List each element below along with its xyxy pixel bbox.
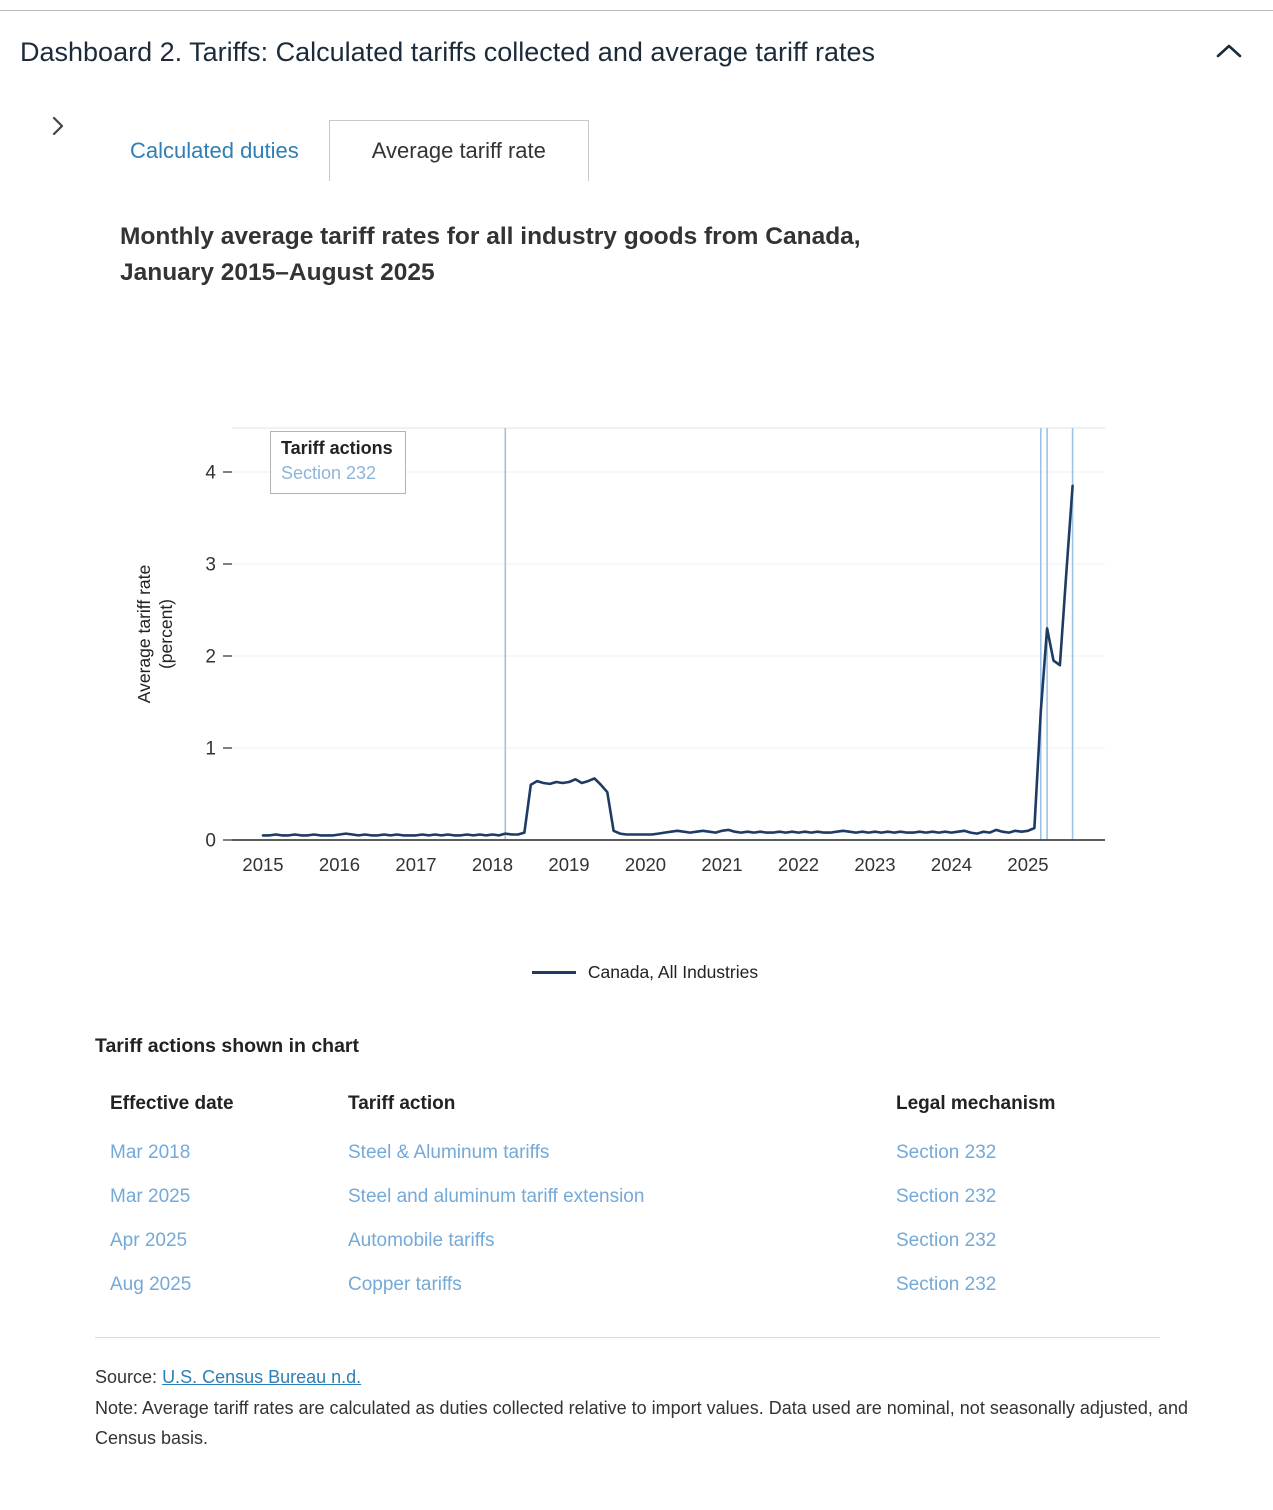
chart-title-line2: January 2015–August 2025 [120, 258, 435, 286]
page-title: Dashboard 2. Tariffs: Calculated tariffs… [20, 37, 875, 67]
annotation-title: Tariff actions [281, 438, 393, 459]
column-header-tariff-action: Tariff action [348, 1093, 456, 1115]
note-text: Note: Average tariff rates are calculate… [95, 1397, 1188, 1449]
table-row-action[interactable]: Steel and aluminum tariff extension [348, 1186, 645, 1208]
table-title: Tariff actions shown in chart [95, 1035, 360, 1058]
x-tick-label: 2021 [701, 854, 742, 875]
expand-section-button[interactable] [46, 110, 70, 145]
table-row-mechanism[interactable]: Section 232 [896, 1186, 997, 1208]
tariff-actions-annotation: Tariff actions Section 232 [270, 431, 406, 494]
tab-average-tariff-rate[interactable]: Average tariff rate [328, 120, 589, 182]
chart-legend: Canada, All Industries [150, 962, 1140, 983]
y-axis-label: (percent) [156, 599, 176, 669]
y-tick-label: 4 [205, 463, 216, 484]
series-line [261, 484, 1074, 837]
source-line: Source: U.S. Census Bureau n.d. [95, 1362, 1190, 1393]
y-tick-label: 3 [205, 555, 216, 576]
source-link[interactable]: U.S. Census Bureau n.d. [162, 1367, 362, 1388]
x-tick-label: 2015 [242, 854, 283, 875]
divider [95, 1337, 1160, 1339]
table-row-date[interactable]: Aug 2025 [110, 1274, 192, 1296]
chart-title-line1: Monthly average tariff rates for all ind… [120, 223, 861, 251]
x-tick-label: 2019 [548, 854, 589, 875]
column-header-legal-mechanism: Legal mechanism [896, 1093, 1056, 1115]
x-tick-label: 2023 [854, 854, 895, 875]
x-tick-label: 2024 [931, 854, 972, 875]
table-row-action[interactable]: Steel & Aluminum tariffs [348, 1142, 550, 1164]
x-tick-label: 2022 [778, 854, 819, 875]
table-row-date[interactable]: Mar 2025 [110, 1186, 191, 1208]
table-row-mechanism[interactable]: Section 232 [896, 1142, 997, 1164]
tariff-actions-table-section: Tariff actions shown in chart Effective … [95, 1035, 1273, 1307]
chevron-up-icon [1215, 44, 1243, 62]
table-row-mechanism[interactable]: Section 232 [896, 1274, 997, 1296]
y-axis-label: Average tariff rate [134, 565, 154, 703]
column-header-effective-date: Effective date [110, 1093, 234, 1115]
collapse-panel-button[interactable] [1211, 35, 1247, 70]
source-label: Source: [95, 1367, 158, 1388]
tariff-actions-table: Effective date Tariff action Legal mecha… [95, 1082, 1175, 1307]
y-tick-label: 1 [205, 739, 216, 760]
panel-header: Dashboard 2. Tariffs: Calculated tariffs… [0, 11, 1273, 70]
legend-label: Canada, All Industries [587, 962, 759, 983]
y-tick-label: 2 [205, 647, 216, 668]
tab-bar: Calculated duties Average tariff rate [100, 120, 1273, 182]
legend-line-swatch [531, 970, 576, 975]
x-tick-label: 2025 [1007, 854, 1048, 875]
tab-calculated-duties[interactable]: Calculated duties [100, 120, 329, 182]
dashboard-panel: Dashboard 2. Tariffs: Calculated tariffs… [0, 10, 1273, 1510]
x-tick-label: 2018 [472, 854, 513, 875]
y-tick-label: 0 [205, 831, 216, 852]
table-row-action[interactable]: Automobile tariffs [348, 1230, 495, 1252]
x-tick-label: 2020 [625, 854, 666, 875]
table-row-mechanism[interactable]: Section 232 [896, 1230, 997, 1252]
footer-notes: Source: U.S. Census Bureau n.d. Note: Av… [95, 1362, 1190, 1454]
chart-canvas: 0 1 2 3 4 2015 2016 2017 2018 2019 2020 2021 2022 202… [134, 427, 1105, 875]
chart-title: Monthly average tariff rates for all ind… [120, 219, 1100, 290]
table-row-date[interactable]: Mar 2018 [110, 1142, 191, 1164]
line-chart: 0 1 2 3 4 2015 2016 2017 2018 2019 2020 2021 2022 202… [120, 423, 1110, 890]
annotation-item-section-232: Section 232 [281, 463, 377, 484]
table-row-action[interactable]: Copper tariffs [348, 1274, 462, 1296]
table-row-date[interactable]: Apr 2025 [110, 1230, 188, 1252]
chevron-right-icon [50, 116, 66, 141]
x-tick-label: 2016 [319, 854, 360, 875]
panel-content: Calculated duties Average tariff rate Mo… [0, 70, 1273, 1454]
x-tick-label: 2017 [395, 854, 436, 875]
